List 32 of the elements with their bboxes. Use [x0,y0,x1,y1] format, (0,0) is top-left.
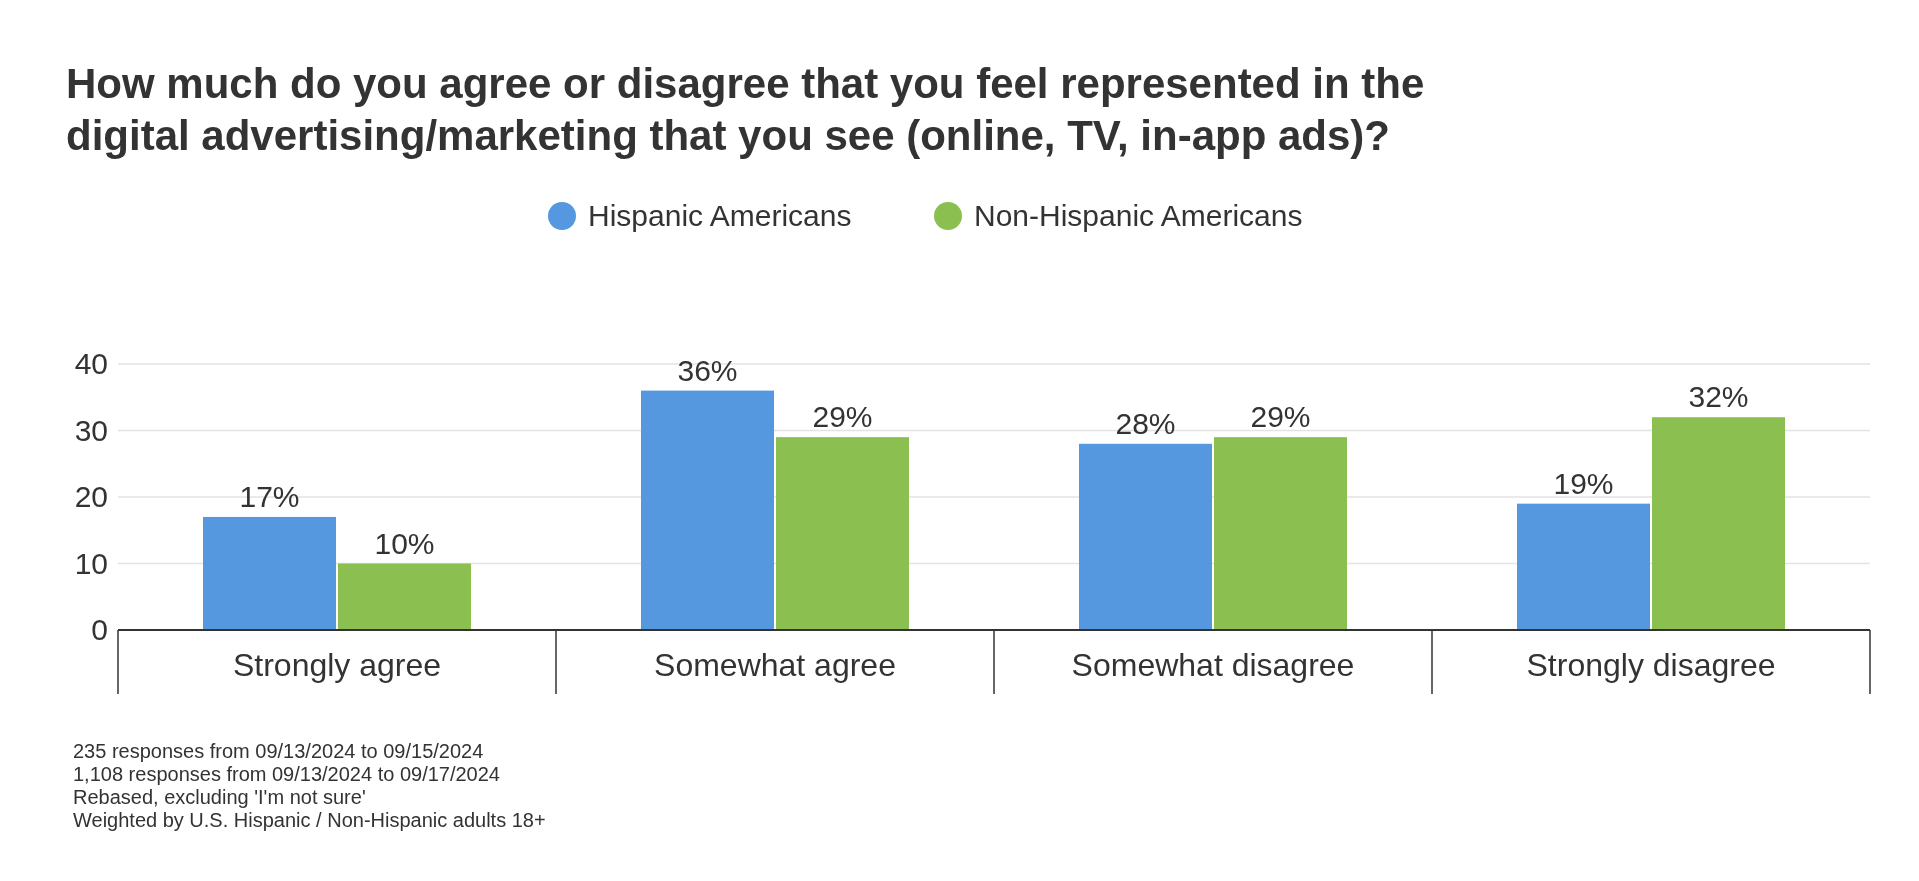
bar [203,516,336,630]
text: Weighted by U.S. Hispanic / Non-Hispanic adults 18+ [73,809,546,831]
bar [1652,417,1785,630]
bar [338,563,471,630]
x-tick-label: Strongly disagree [1526,647,1776,683]
data-label: 32% [1688,380,1749,414]
legend-label: Hispanic Americans [588,199,852,232]
bar [1214,437,1347,630]
x-tick-label: Somewhat agree [654,647,896,683]
bar [641,390,774,630]
x-tick-label: Strongly agree [232,647,442,683]
y-tick-label: 10 [74,546,108,580]
y-tick-label: 0 [91,613,108,646]
data-label: 19% [1553,466,1614,500]
data-label: 28% [1115,406,1176,440]
text: Rebased, excluding 'I'm not sure' [73,786,366,808]
text: 1,108 responses from 09/13/2024 to 09/17/2024 [73,763,500,785]
y-tick-label: 20 [74,480,108,513]
legend-label: Non-Hispanic Americans [974,199,1303,232]
bar [1517,503,1650,630]
text: 235 responses from 09/13/2024 to 09/15/2024 [73,740,484,762]
bar [1079,443,1212,630]
y-tick-label: 40 [74,347,108,380]
x-tick-label: Somewhat disagree [1071,647,1355,683]
data-label: 29% [1250,400,1311,434]
y-tick-label: 30 [74,413,108,447]
chart-title: How much do you agree or disagree that you feel represented in the digital advertising/marketing that you see (online, TV, in-app ads)? [66,60,1425,159]
data-label: 17% [239,479,300,513]
data-label: 36% [677,353,738,387]
bar [776,437,909,630]
data-label: 10% [374,526,435,560]
data-label: 29% [812,400,873,434]
